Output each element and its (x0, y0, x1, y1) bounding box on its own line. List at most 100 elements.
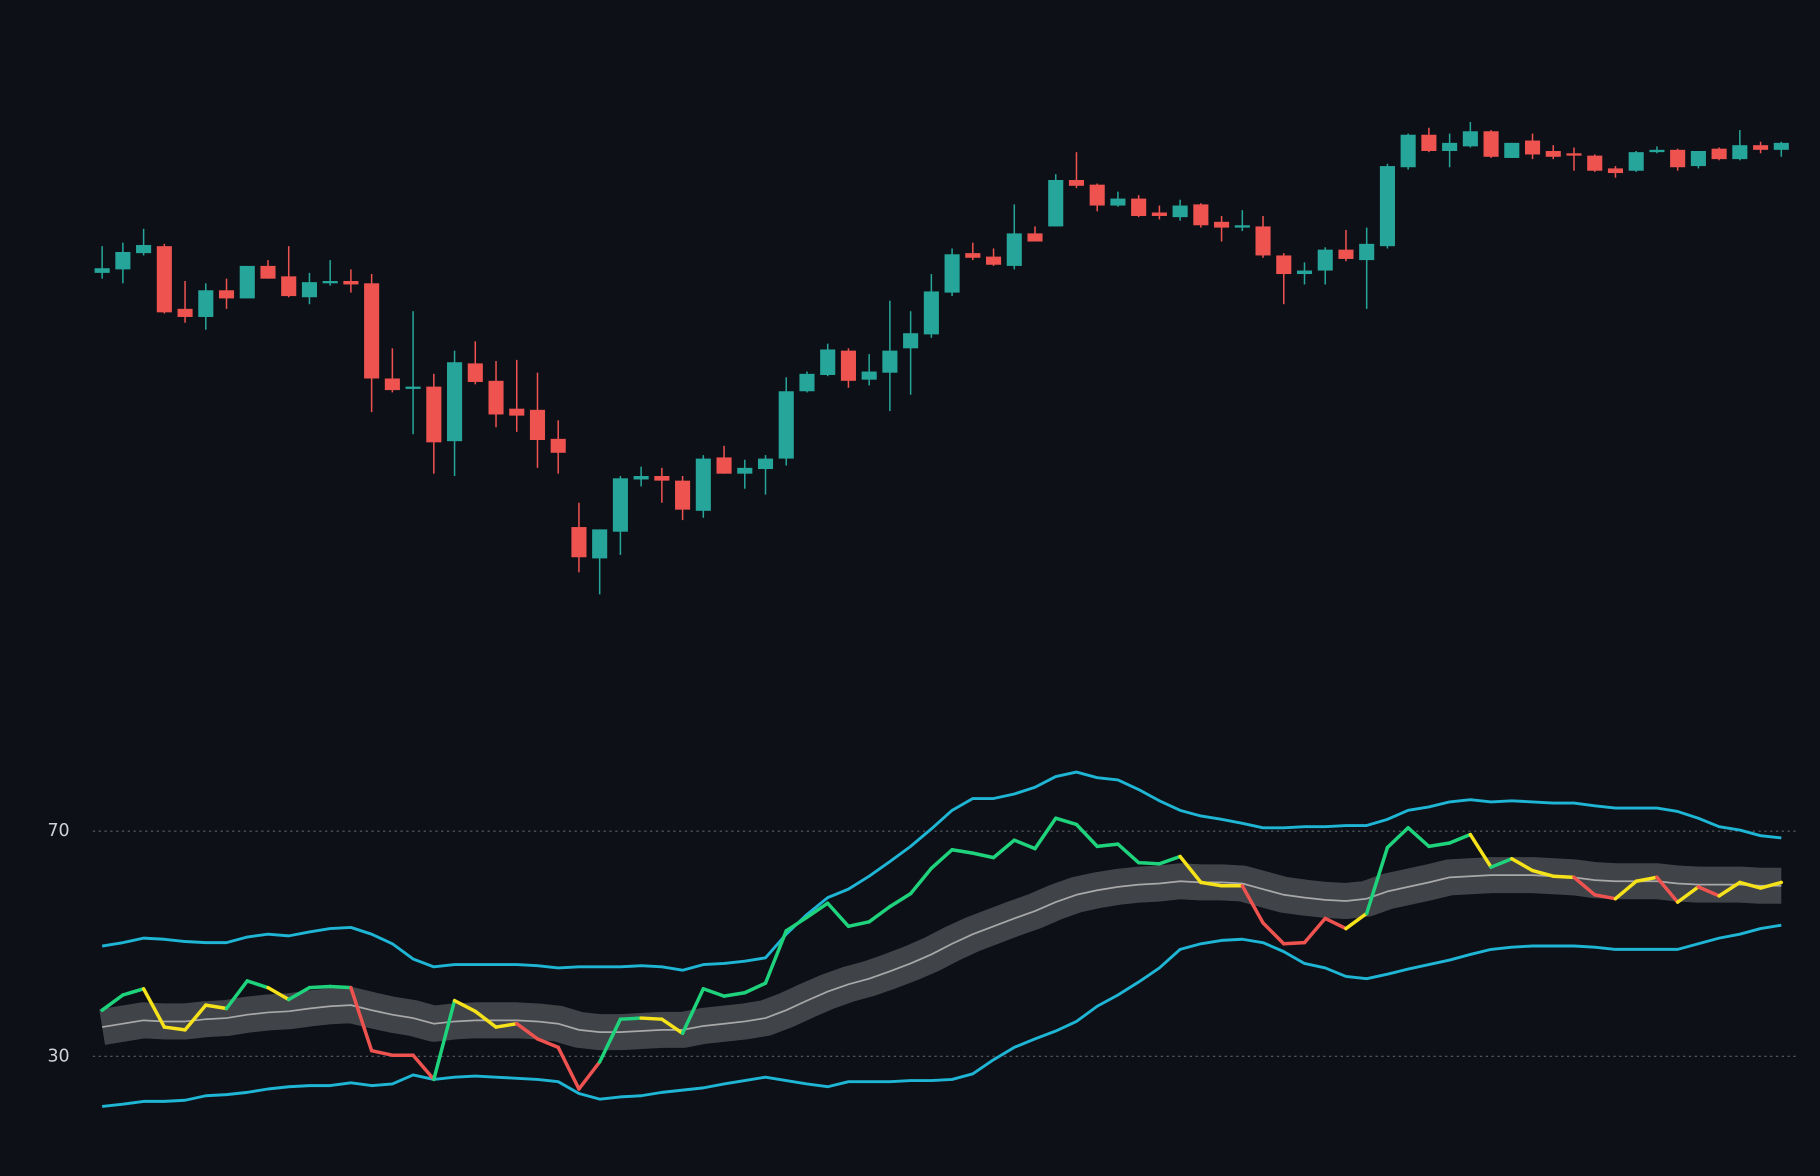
candle-body (799, 373, 815, 392)
candle-body (1338, 249, 1354, 259)
rsi-segment (411, 1053, 436, 1082)
candle-body (1110, 198, 1126, 206)
rsi-segment (888, 891, 913, 909)
rsi-segment (1261, 921, 1286, 946)
rsi-segment (224, 979, 249, 1011)
candle-body (136, 245, 152, 254)
candle-body (1773, 142, 1789, 150)
candle-body (1379, 166, 1395, 247)
candle-body (239, 265, 255, 299)
rsi-segment (1447, 832, 1473, 845)
rsi-segment (701, 987, 726, 998)
rsi-segment (825, 901, 851, 929)
candle-body (1670, 149, 1686, 168)
rsi-segment (618, 1016, 643, 1021)
rsi-segment (1675, 885, 1701, 904)
rsi-segment (1364, 845, 1390, 916)
candle-body (695, 458, 711, 511)
rsi-segment (1489, 857, 1514, 869)
candle-body (322, 280, 338, 284)
candle-body (1566, 153, 1582, 156)
candle-body (592, 529, 608, 559)
candle-body (177, 308, 193, 317)
rsi-segment (763, 929, 788, 985)
candle-body (675, 480, 691, 510)
candle-body (1276, 255, 1292, 275)
rsi-segment (805, 901, 830, 920)
rsi-segment (1655, 875, 1680, 904)
candle-body (1628, 152, 1644, 171)
candle-body (654, 475, 670, 481)
candle-body (1400, 134, 1416, 168)
rsi-segment (1199, 880, 1224, 888)
candle-body (1048, 180, 1064, 227)
basis-line (102, 874, 1782, 1034)
candle-body (1504, 142, 1520, 158)
candle-body (1317, 249, 1333, 271)
rsi-segment (929, 848, 954, 871)
candle-body (965, 253, 981, 258)
candle-body (1649, 149, 1665, 153)
rsi-segment (680, 987, 706, 1036)
rsi-segment (577, 1060, 602, 1091)
rsi-segment (1282, 940, 1307, 946)
rsi-segment (991, 838, 1017, 860)
candle-body (571, 527, 587, 558)
rsi-segment (1572, 875, 1597, 897)
candle-body (115, 251, 131, 270)
candle-body (633, 475, 649, 480)
candle-body (1711, 148, 1727, 160)
candle-body (509, 408, 525, 416)
rsi-segment (784, 915, 809, 933)
candle-body (737, 467, 753, 474)
rsi-segment (1634, 875, 1659, 884)
candle-body (218, 290, 235, 299)
rsi-segment (1178, 854, 1203, 885)
rsi-segment (1717, 880, 1742, 898)
candle-body (1753, 145, 1769, 150)
rsi-segment (452, 998, 478, 1014)
rsi-segment (183, 1003, 208, 1032)
candle-body (1151, 212, 1167, 216)
rsi-segment (1302, 916, 1327, 945)
candle-body (1214, 221, 1230, 228)
candle-body (1587, 155, 1603, 171)
rsi-segment (1033, 816, 1058, 851)
candle-body (426, 386, 442, 443)
rsi-segment (515, 1021, 540, 1041)
candle-body (1421, 134, 1437, 151)
y-tick-label: 70 (47, 821, 69, 841)
rsi-segment (971, 851, 996, 860)
rsi-segment (1468, 832, 1493, 869)
candle-body (1296, 270, 1313, 275)
lower-band (101, 923, 1782, 1108)
rsi-segment (1758, 880, 1784, 890)
candle-body (1172, 205, 1188, 218)
candle-body (1732, 145, 1748, 160)
candle-body (1234, 225, 1250, 228)
rsi-segment (1095, 842, 1120, 849)
rsi-segment (535, 1037, 560, 1050)
candle-body (1255, 226, 1271, 256)
candle-body (488, 380, 504, 415)
candle-body (156, 246, 172, 313)
candle-body (1068, 180, 1085, 186)
rsi-segment (1592, 893, 1618, 901)
candle-body (1442, 142, 1458, 151)
rsi-segment (266, 985, 291, 1002)
candle-body (1131, 198, 1147, 216)
candle-body (612, 478, 628, 532)
rsi-segment (1323, 916, 1348, 931)
rsi-segment (121, 987, 146, 997)
rsi-segment (597, 1017, 623, 1064)
candle-body (1089, 184, 1105, 206)
candle-body (343, 280, 359, 285)
candle-body (716, 457, 732, 474)
candle-body (778, 391, 794, 459)
candle-body (757, 458, 774, 470)
rsi-segment (1074, 822, 1099, 849)
rsi-segment (204, 1003, 229, 1011)
candle-body (467, 363, 483, 382)
